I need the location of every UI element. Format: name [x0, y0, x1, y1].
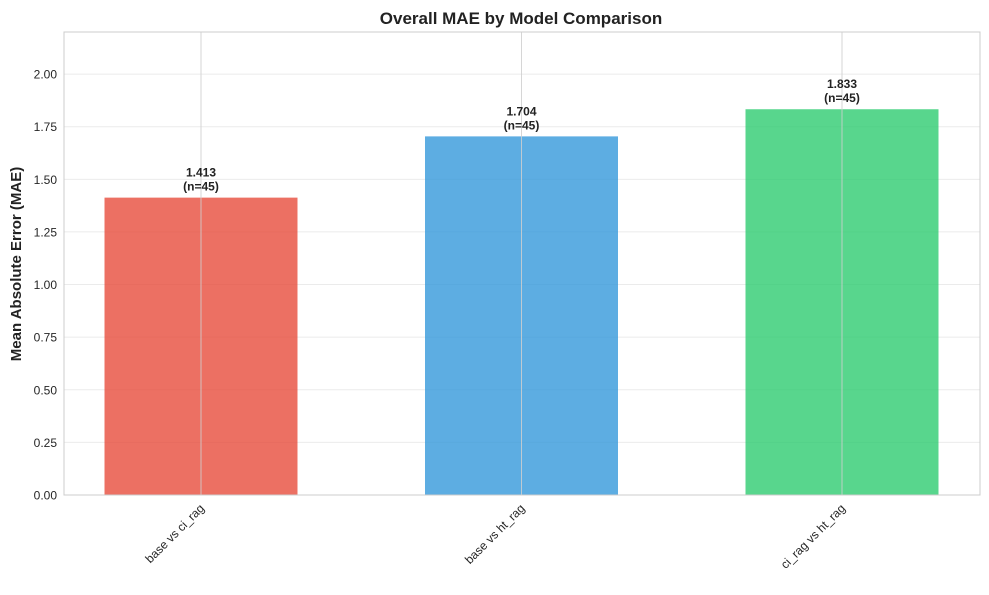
chart-title: Overall MAE by Model Comparison — [380, 9, 662, 28]
bar-value-label: 1.833 — [827, 77, 857, 91]
bar-value-label: 1.413 — [186, 166, 216, 180]
y-tick-label: 1.00 — [34, 278, 58, 292]
y-tick-label: 0.50 — [34, 383, 58, 397]
bar-labels-layer: 1.413(n=45)1.704(n=45)1.833(n=45) — [183, 77, 860, 193]
y-tick-label: 2.00 — [34, 68, 58, 82]
y-tick-label: 0.00 — [34, 489, 58, 503]
y-tick-label: 0.25 — [34, 436, 58, 450]
bar-count-label: (n=45) — [504, 118, 540, 132]
vertical-grid-layer — [200, 32, 843, 495]
y-axis-label: Mean Absolute Error (MAE) — [8, 167, 25, 361]
y-tick-label: 1.25 — [34, 225, 58, 239]
y-tick-label: 1.50 — [34, 173, 58, 187]
y-tick-label: 0.75 — [34, 331, 58, 345]
y-ticks-layer: 0.00 0.25 0.50 0.75 1.00 1.25 1.50 1.75 2.00 — [34, 68, 58, 503]
bar-count-label: (n=45) — [183, 180, 219, 194]
bar-value-label: 1.704 — [506, 104, 536, 118]
bar-count-label: (n=45) — [824, 91, 860, 105]
plot-frame — [63, 31, 981, 496]
y-tick-label: 1.75 — [34, 120, 58, 134]
